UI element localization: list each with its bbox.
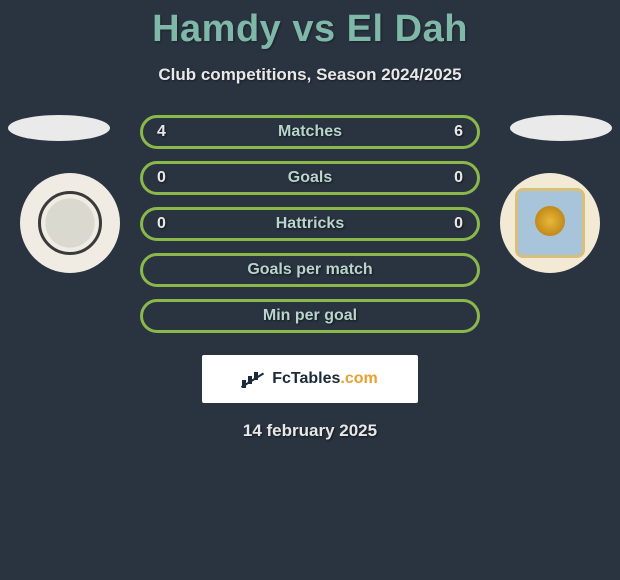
snapshot-date: 14 february 2025 [0,421,620,441]
stat-value-left: 0 [157,215,166,233]
player-photo-right [510,115,612,141]
stat-label: Goals per match [247,261,372,279]
brand-text-main: FcTables [272,370,340,387]
stat-value-right: 0 [454,215,463,233]
stat-value-right: 0 [454,169,463,187]
chart-icon [242,370,266,388]
club-badge-left [20,173,120,273]
stat-value-right: 6 [454,123,463,141]
subtitle: Club competitions, Season 2024/2025 [0,65,620,85]
stat-pill-list: 4 Matches 6 0 Goals 0 0 Hattricks 0 Goal… [140,115,480,333]
stat-pill-min-per-goal: Min per goal [140,299,480,333]
brand-text: FcTables.com [272,370,378,388]
stat-label: Hattricks [276,215,344,233]
stat-label: Min per goal [263,307,357,325]
stat-value-left: 0 [157,169,166,187]
stat-pill-hattricks: 0 Hattricks 0 [140,207,480,241]
stat-value-left: 4 [157,123,166,141]
club-badge-right [500,173,600,273]
page-title: Hamdy vs El Dah [0,0,620,51]
comparison-panel: 4 Matches 6 0 Goals 0 0 Hattricks 0 Goal… [0,115,620,441]
stat-label: Goals [288,169,332,187]
stat-pill-matches: 4 Matches 6 [140,115,480,149]
brand-badge: FcTables.com [202,355,418,403]
brand-text-suffix: .com [340,370,377,387]
stat-label: Matches [278,123,342,141]
stat-pill-goals-per-match: Goals per match [140,253,480,287]
stat-pill-goals: 0 Goals 0 [140,161,480,195]
player-photo-left [8,115,110,141]
